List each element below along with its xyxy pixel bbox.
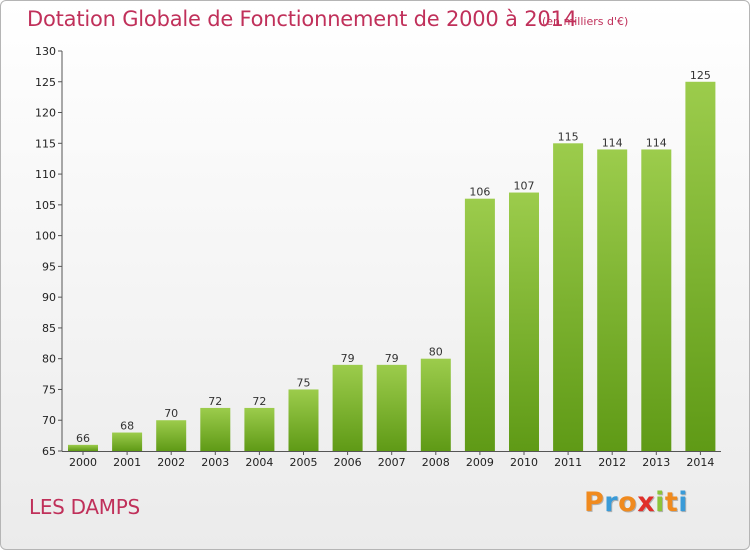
y-tick-label: 65 [42,445,56,458]
value-label: 80 [429,346,443,359]
bar-2007 [376,364,407,451]
bar-2003 [200,407,231,451]
y-tick-label: 125 [35,76,56,89]
x-tick-label: 2004 [245,456,273,469]
bar-2006 [332,364,363,451]
y-tick-label: 75 [42,383,56,396]
value-label: 106 [469,186,490,199]
y-tick-label: 70 [42,414,56,427]
y-tick-label: 80 [42,353,56,366]
bar-2001 [112,432,143,451]
y-tick-label: 110 [35,168,56,181]
value-label: 125 [690,69,711,82]
bar-2014 [685,81,716,452]
bar-2012 [597,149,628,451]
x-tick-label: 2012 [598,456,626,469]
y-tick-label: 130 [35,45,56,58]
value-label: 115 [558,130,579,143]
value-label: 66 [76,432,90,445]
bar-2011 [553,143,584,452]
y-tick-label: 100 [35,230,56,243]
x-tick-label: 2001 [113,456,141,469]
x-tick-label: 2007 [378,456,406,469]
logo-letter: P [584,487,605,518]
logo-letter: x [637,487,656,518]
y-tick-label: 105 [35,199,56,212]
bar-2002 [156,420,187,451]
bar-2008 [420,358,451,451]
y-tick-label: 95 [42,260,56,273]
value-label: 107 [514,180,535,193]
y-tick-label: 90 [42,291,56,304]
x-tick-label: 2008 [422,456,450,469]
commune-name: LES DAMPS [29,495,140,519]
value-label: 75 [297,376,311,389]
value-label: 70 [164,407,178,420]
value-label: 114 [646,136,667,149]
logo-letter: r [604,487,619,518]
x-tick-label: 2011 [554,456,582,469]
value-label: 79 [341,352,355,365]
bar-2004 [244,407,275,451]
x-tick-label: 2010 [510,456,538,469]
x-tick-label: 2003 [201,456,229,469]
value-label: 79 [385,352,399,365]
x-tick-label: 2009 [466,456,494,469]
y-tick-label: 120 [35,107,56,120]
logo-letter: i [678,487,689,518]
x-tick-label: 2014 [686,456,714,469]
x-tick-label: 2013 [642,456,670,469]
bar-2013 [641,149,672,451]
value-label: 72 [252,395,266,408]
chart-unit: (en milliers d'€) [542,15,629,28]
value-label: 68 [120,420,134,433]
logo-letter: i [655,487,665,518]
x-tick-label: 2006 [334,456,362,469]
bar-2000 [68,444,98,451]
x-tick-label: 2000 [69,456,97,469]
y-tick-label: 115 [35,137,56,150]
y-tick-label: 85 [42,322,56,335]
x-tick-label: 2005 [290,456,318,469]
bar-2005 [288,389,319,451]
logo-letter: t [664,487,679,518]
chart-title: Dotation Globale de Fonctionnement de 20… [27,7,577,31]
bar-2010 [509,192,539,452]
bar-2009 [464,198,495,451]
x-tick-label: 2002 [157,456,185,469]
value-label: 114 [602,136,623,149]
logo-letter: o [618,487,638,518]
value-label: 72 [208,395,222,408]
proxiti-logo[interactable]: Proxiti [584,487,688,518]
